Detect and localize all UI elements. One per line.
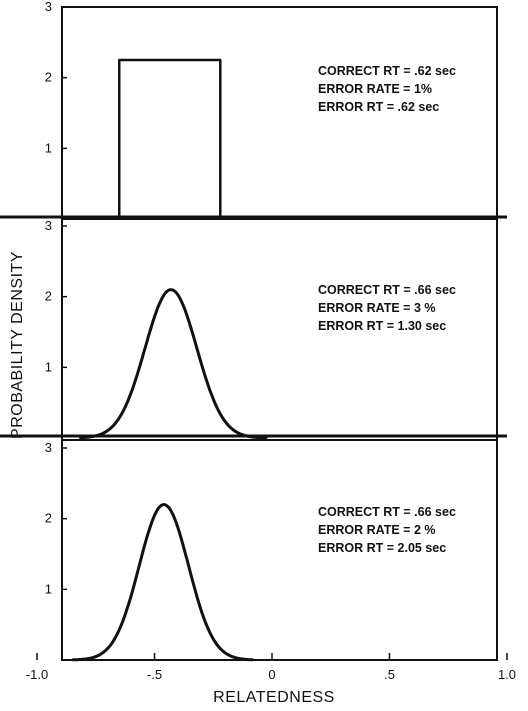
- panel-annotation: CORRECT RT = .62 sec: [318, 64, 456, 78]
- x-axis-label: RELATEDNESS: [213, 689, 335, 706]
- plot-frame: [61, 6, 498, 661]
- panel-3: 1 2 3 CORRECT RT = .66 sec ERROR RATE = 2 % E…: [45, 440, 456, 662]
- y-tick-label: 3: [45, 440, 52, 455]
- y-tick-label: 3: [45, 218, 52, 233]
- panel-annotation: ERROR RT = 1.30 sec: [318, 319, 446, 333]
- panel-1: 1 2 3 CORRECT RT = .62 sec ERROR RATE = 1% ER…: [0, 0, 507, 219]
- density-curve: [79, 288, 268, 440]
- panel-annotation: ERROR RT = 2.05 sec: [318, 541, 446, 555]
- panels: 1 2 3 CORRECT RT = .62 sec ERROR RATE = 1% ER…: [0, 0, 507, 662]
- x-tick-label: -.5: [147, 667, 162, 682]
- x-axis: -1.5-1.0-.50.51.01.5: [26, 653, 516, 682]
- y-tick-label: 1: [45, 359, 52, 374]
- panel-annotation: ERROR RT = .62 sec: [318, 100, 439, 114]
- y-tick-label: 2: [45, 289, 52, 304]
- y-tick-label: 2: [45, 70, 52, 85]
- panel-annotation: ERROR RATE = 1%: [318, 82, 432, 96]
- panel-annotation: ERROR RATE = 2 %: [318, 523, 436, 537]
- panel-annotation: CORRECT RT = .66 sec: [318, 505, 456, 519]
- y-axis-label: PROBABILITY DENSITY: [9, 251, 26, 439]
- density-curve: [72, 503, 254, 662]
- y-tick-label: 1: [45, 140, 52, 155]
- x-tick-label: .5: [384, 667, 395, 682]
- x-tick-label: 1.0: [498, 667, 516, 682]
- density-curve: [118, 58, 222, 219]
- panel-annotation: CORRECT RT = .66 sec: [318, 283, 456, 297]
- panel-annotation: ERROR RATE = 3 %: [318, 301, 436, 315]
- panel-2: 1 2 3 CORRECT RT = .66 sec ERROR RATE = 3 % E…: [0, 218, 507, 440]
- y-tick-label: 1: [45, 581, 52, 596]
- y-tick-label: 2: [45, 511, 52, 526]
- y-tick-label: 3: [45, 0, 52, 14]
- x-tick-label: 0: [268, 667, 275, 682]
- x-tick-label: -1.0: [26, 667, 48, 682]
